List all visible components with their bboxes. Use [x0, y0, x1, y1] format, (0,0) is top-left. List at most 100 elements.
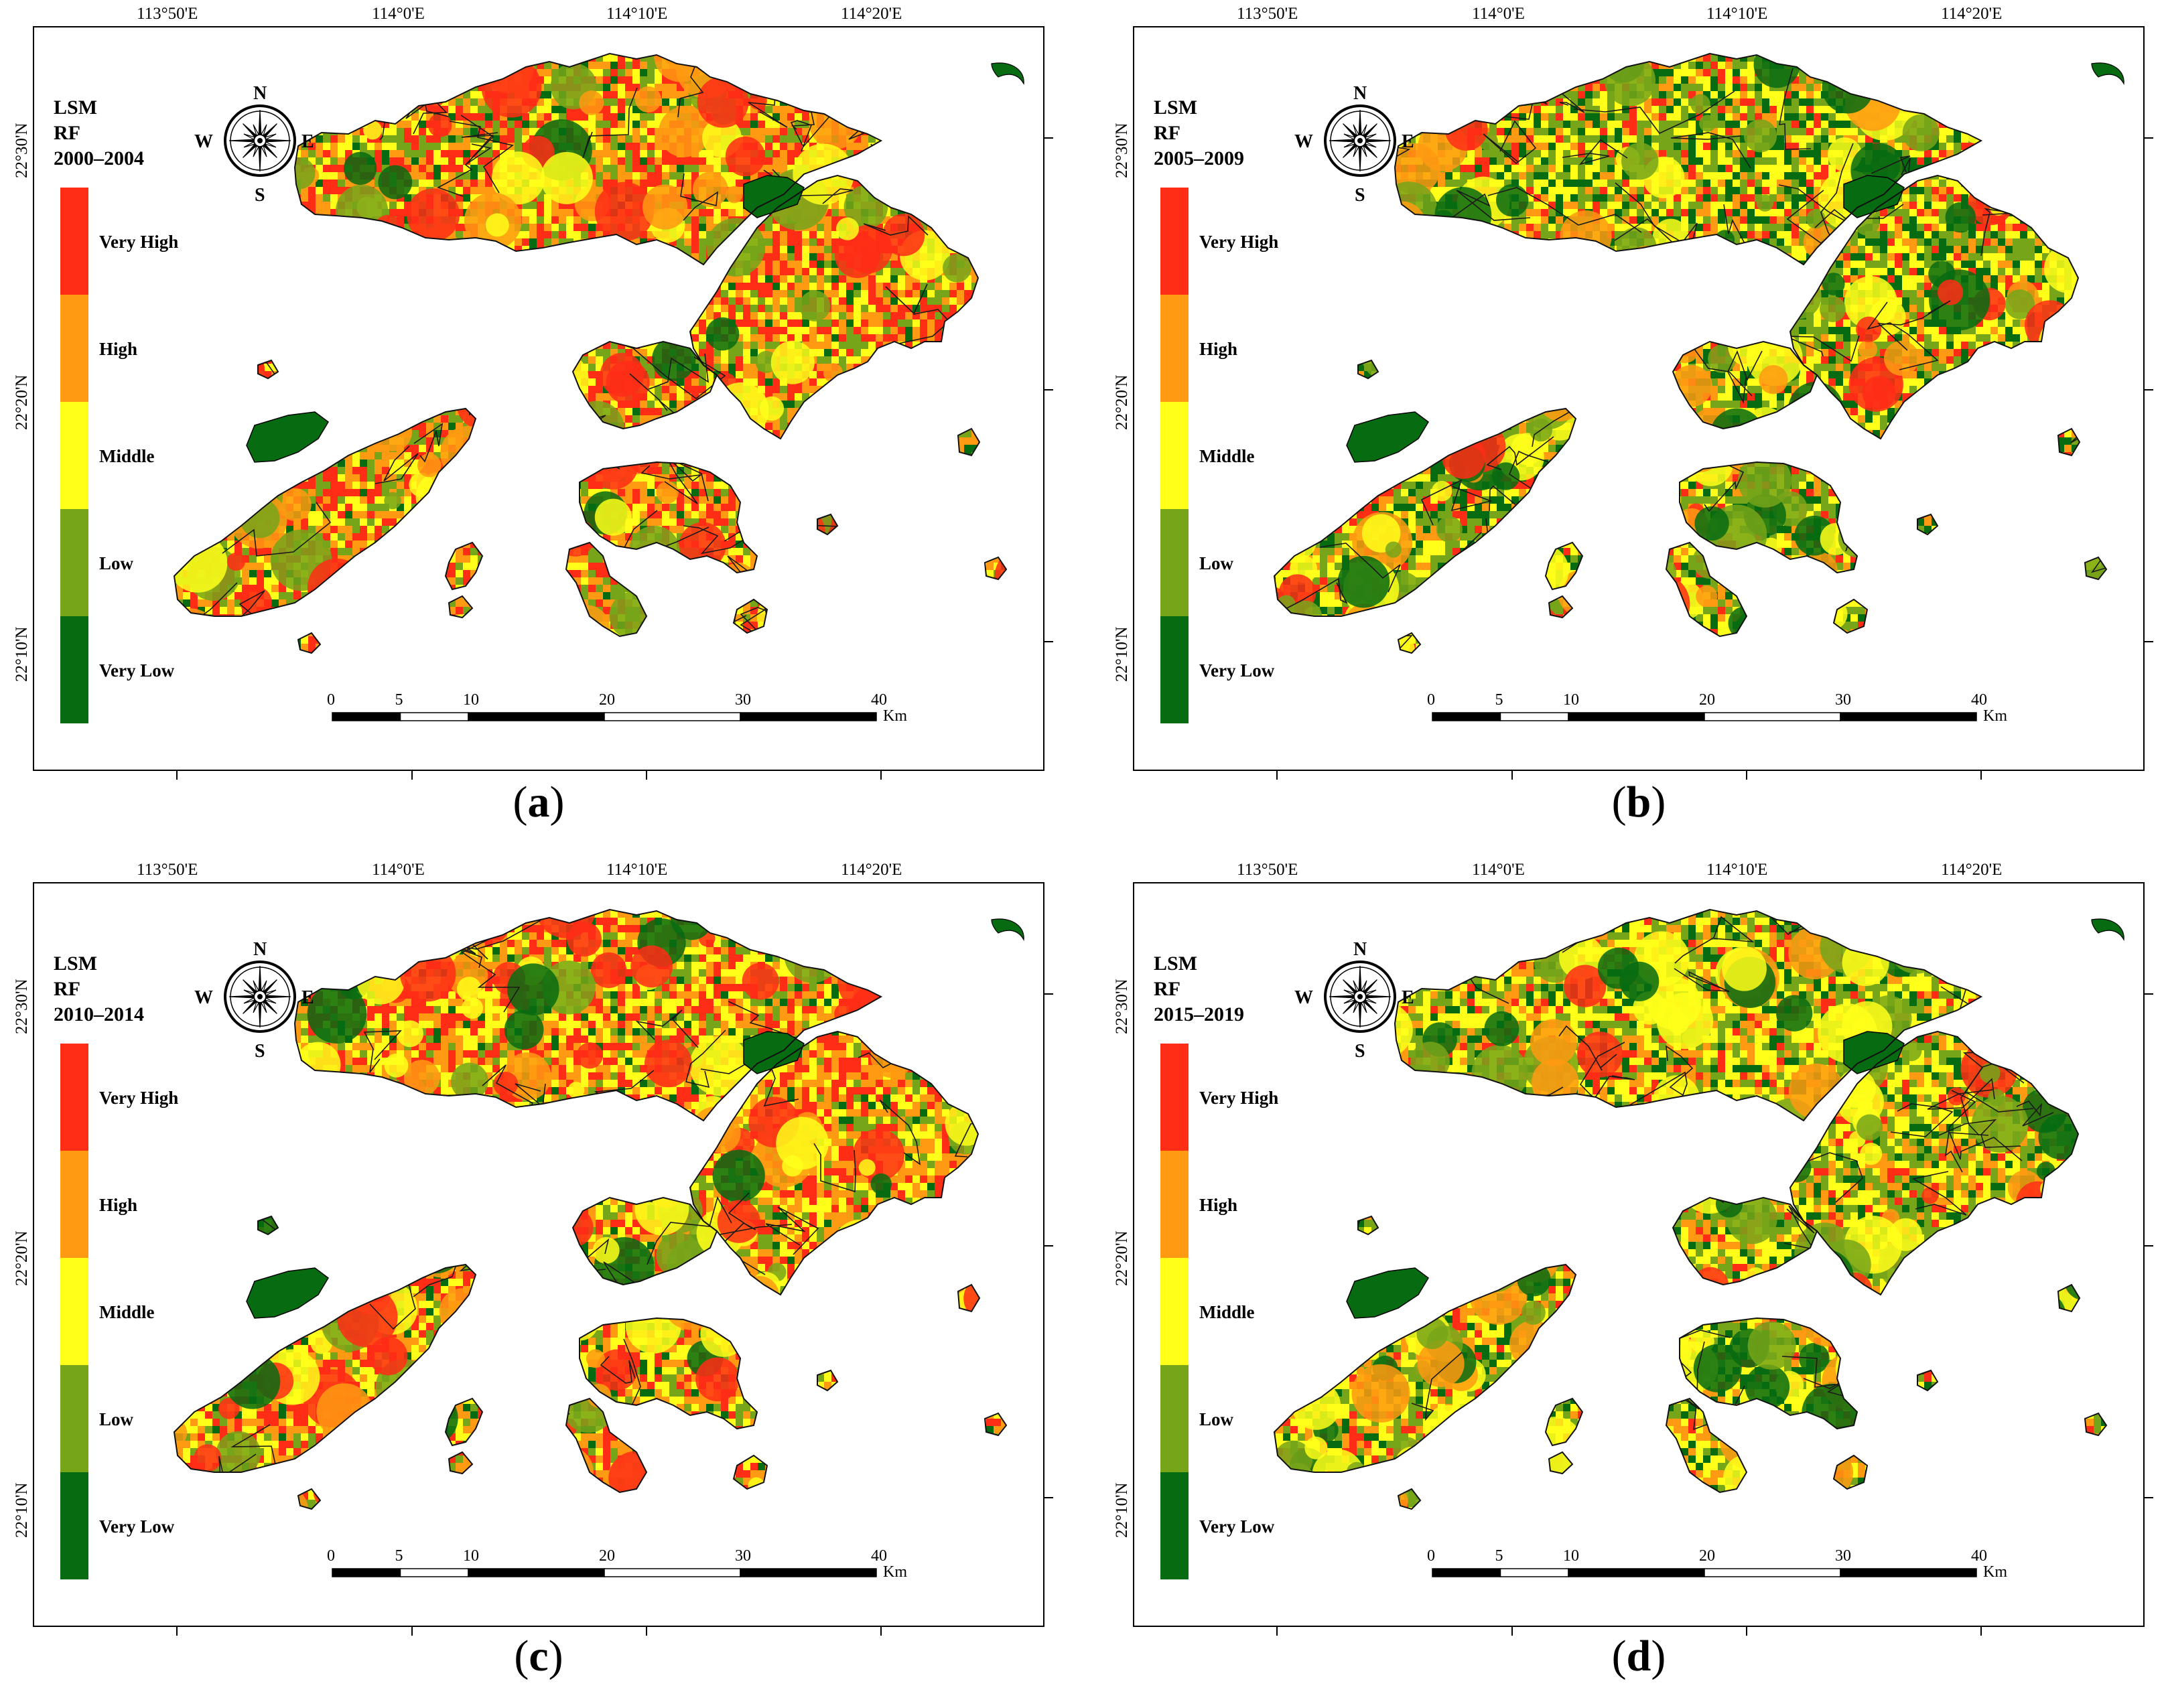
compass-n-label: N [253, 939, 267, 960]
scale-bar-label: 0 [327, 1547, 335, 1565]
legend-swatch-very-high [60, 1044, 88, 1151]
legend-swatch-very-low [1160, 1472, 1189, 1579]
compass-e-label: E [301, 131, 314, 152]
panel-label-c: (c) [33, 1631, 1044, 1682]
lon-tick-label: 114°20'E [841, 861, 902, 879]
scale-bar-unit: Km [883, 707, 907, 725]
legend-title-line-1: LSM [1154, 952, 1197, 975]
legend-label-high: High [1199, 1195, 1237, 1215]
legend-label-middle: Middle [99, 1302, 155, 1322]
legend-label-middle: Middle [99, 446, 155, 466]
north-arrow-compass: N S E W [1294, 83, 1414, 206]
lon-tick-label: 114°20'E [1941, 861, 2002, 879]
lat-tick-label: 22°20'N [13, 374, 31, 430]
legend-label-very-low: Very Low [99, 1516, 175, 1537]
legend-swatch-middle [60, 1258, 88, 1365]
panel-label-d: (d) [1134, 1631, 2144, 1682]
scale-bar-label: 0 [1427, 1547, 1435, 1565]
scale-bar-label: 30 [735, 691, 751, 709]
island-crescent [991, 62, 1024, 86]
legend-title-line-1: LSM [1154, 96, 1197, 119]
legend-title-line-3: 2000–2004 [54, 147, 144, 169]
compass-n-label: N [253, 83, 267, 104]
map-panel-c: LSM RF 2010–2014 Very High High Middle Low Very… [13, 861, 1053, 1636]
compass-s-label: S [1355, 1041, 1365, 1062]
coastline [173, 908, 1008, 1510]
scale-bar-label: 30 [735, 1547, 751, 1565]
airport-zone [1346, 1267, 1429, 1319]
scale-bar-label: 30 [1835, 691, 1851, 709]
scale-bar-label: 40 [871, 691, 887, 709]
legend-swatch-very-low [1160, 616, 1189, 723]
lon-tick-label: 113°50'E [1237, 5, 1298, 23]
scale-bar-label: 40 [1971, 1547, 1987, 1565]
scale-bar-label: 20 [1699, 1547, 1715, 1565]
legend-title-line-2: RF [1154, 978, 1180, 1000]
legend-swatch-very-high [60, 188, 88, 295]
legend-title-line-1: LSM [54, 952, 97, 975]
scale-bar-unit: Km [1983, 1563, 2007, 1581]
legend-label-low: Low [99, 1409, 134, 1429]
compass-n-label: N [1353, 83, 1367, 104]
legend-label-low: Low [1199, 1409, 1234, 1429]
scale-bar-label: 10 [1563, 1547, 1579, 1565]
lat-tick-label: 22°30'N [1113, 123, 1131, 178]
lat-tick-label: 22°30'N [13, 979, 31, 1034]
compass-e-label: E [1402, 987, 1414, 1008]
map-panel-a: LSM RF 2000–2004 Very High High Middle Low Very… [13, 5, 1053, 780]
scale-bar-label: 10 [1563, 691, 1579, 709]
compass-s-label: S [1355, 185, 1365, 206]
legend-swatch-middle [1160, 1258, 1189, 1365]
coastline [1273, 908, 2108, 1510]
map-frame-d: LSM RF 2015–2019 Very High High Middle Low Very… [1113, 861, 2153, 1636]
lon-tick-label: 114°0'E [372, 861, 425, 879]
compass-e-label: E [301, 987, 314, 1008]
map-frame-b: LSM RF 2005–2009 Very High High Middle Low Very… [1113, 5, 2153, 780]
legend-label-high: High [99, 339, 137, 359]
lat-tick-label: 22°10'N [1113, 1482, 1131, 1538]
legend-label-very-low: Very Low [99, 660, 175, 681]
scale-bar-label: 0 [1427, 691, 1435, 709]
legend-swatch-low [60, 509, 88, 616]
coastline [1273, 52, 2108, 654]
scale-bar-label: 5 [1495, 1547, 1503, 1565]
legend-swatch-very-high [1160, 188, 1189, 295]
lon-tick-label: 113°50'E [137, 861, 198, 879]
lon-tick-label: 114°0'E [1472, 861, 1525, 879]
scale-bar-label: 5 [1495, 691, 1503, 709]
lon-tick-label: 114°10'E [1706, 5, 1767, 23]
compass-s-label: S [255, 1041, 265, 1062]
legend-title-line-3: 2010–2014 [54, 1003, 144, 1025]
legend-swatch-low [60, 1365, 88, 1472]
legend-title-line-3: 2015–2019 [1154, 1003, 1244, 1025]
scale-bar-unit: Km [883, 1563, 907, 1581]
airport-zone [246, 411, 329, 463]
legend-swatch-low [1160, 509, 1189, 616]
airport-zone [246, 1267, 329, 1319]
lat-tick-label: 22°20'N [1113, 1230, 1131, 1286]
legend-title-line-2: RF [54, 122, 80, 144]
lon-tick-label: 114°0'E [1472, 5, 1525, 23]
coastline [173, 52, 1008, 654]
legend-label-very-high: Very High [99, 232, 178, 252]
legend-label-low: Low [99, 553, 134, 573]
scale-bar-label: 20 [599, 1547, 615, 1565]
legend-title-line-2: RF [1154, 122, 1180, 144]
legend-label-high: High [99, 1195, 137, 1215]
legend-label-high: High [1199, 339, 1237, 359]
legend-label-low: Low [1199, 553, 1234, 573]
island-crescent [2091, 62, 2124, 86]
legend-swatch-middle [60, 402, 88, 509]
map-frame-c: LSM RF 2010–2014 Very High High Middle Low Very… [13, 861, 1053, 1636]
legend-title-line-3: 2005–2009 [1154, 147, 1244, 169]
legend-swatch-high [60, 1151, 88, 1258]
panel-label-b: (b) [1134, 777, 2144, 828]
lat-tick-label: 22°10'N [13, 1482, 31, 1538]
scale-bar-label: 20 [1699, 691, 1715, 709]
compass-w-label: W [194, 131, 213, 152]
panel-label-a: (a) [33, 777, 1044, 828]
